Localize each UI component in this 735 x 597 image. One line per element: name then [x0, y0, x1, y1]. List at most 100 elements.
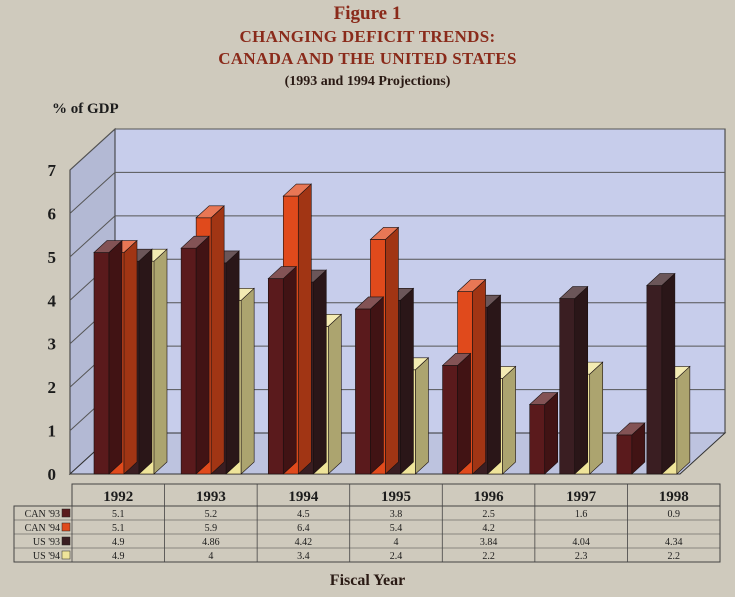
data-label: 3.4: [297, 551, 310, 562]
chart-title-line2: CANADA AND THE UNITED STATES: [218, 49, 517, 68]
bar-top: [646, 273, 676, 286]
y-tick-label: 0: [48, 465, 57, 484]
x-tick-label: 1993: [196, 489, 226, 505]
x-tick-label: 1992: [103, 489, 133, 505]
bar-front: [529, 404, 546, 475]
bar-side: [123, 239, 138, 475]
bar-front: [180, 247, 197, 475]
bar-front: [559, 298, 576, 475]
data-label: 5.2: [205, 509, 218, 520]
bar-side: [225, 250, 240, 475]
legend-swatch: [61, 508, 71, 518]
x-tick-label: 1998: [659, 489, 689, 505]
gridline-side: [69, 128, 116, 171]
bar-side: [153, 248, 168, 475]
bar-top: [282, 183, 313, 197]
bar-side: [544, 391, 559, 475]
bar-top: [616, 422, 646, 436]
data-label: 4.86: [202, 537, 220, 548]
bar-front: [646, 285, 663, 475]
y-tick-label: 6: [48, 204, 57, 223]
y-tick-label: 7: [48, 161, 57, 180]
bar-side: [210, 205, 225, 475]
bar-side: [195, 235, 210, 475]
bar-top: [93, 240, 123, 253]
data-label: 2.2: [667, 551, 680, 562]
data-label: 4.9: [112, 537, 125, 548]
bar-front: [267, 278, 284, 475]
bar-side: [487, 294, 501, 475]
data-label: 0.9: [667, 509, 680, 520]
data-label: 2.5: [482, 509, 495, 520]
bar-side: [502, 365, 516, 475]
y-tick-label: 4: [48, 291, 57, 310]
bar-top: [456, 279, 487, 292]
x-tick-label: 1996: [474, 489, 505, 505]
data-label: 4: [394, 537, 399, 548]
bar-side: [370, 296, 384, 475]
bar-side: [108, 239, 123, 475]
legend-label: US '94: [33, 551, 60, 562]
y-tick-label: 1: [48, 422, 57, 441]
data-label: 2.4: [390, 551, 403, 562]
data-label: 6.4: [297, 523, 310, 534]
bar-top: [369, 227, 400, 240]
bar-side: [589, 361, 604, 475]
data-label: 5.9: [205, 523, 218, 534]
y-axis-label: % of GDP: [52, 101, 119, 117]
chart-header: Figure 1 CHANGING DEFICIT TRENDS: CANADA…: [0, 2, 735, 92]
bar-top: [558, 286, 589, 299]
legend-swatch: [61, 550, 71, 560]
bar-side: [385, 226, 399, 475]
bar-side: [574, 285, 589, 475]
bar-side: [297, 183, 312, 475]
gridline-side: [69, 172, 116, 214]
bar-side: [327, 313, 342, 475]
bar-side: [400, 287, 414, 475]
bar-top: [180, 235, 210, 249]
data-label: 4.04: [572, 537, 590, 548]
bar-front: [93, 252, 110, 475]
bar-side: [661, 272, 676, 475]
data-label: 4.9: [112, 551, 125, 562]
y-tick-label: 2: [48, 378, 57, 397]
data-label: 5.4: [390, 523, 403, 534]
bar-side: [282, 265, 297, 475]
bar-side: [415, 357, 429, 475]
data-label: 4: [208, 551, 213, 562]
data-label: 4.5: [297, 509, 310, 520]
bar-side: [312, 269, 327, 475]
bar-top: [528, 392, 559, 405]
x-tick-label: 1994: [288, 489, 319, 505]
data-label: 5.1: [112, 509, 125, 520]
legend-swatch: [61, 522, 71, 532]
bar-front: [442, 365, 458, 475]
legend-label: CAN '93: [25, 509, 60, 520]
bar-side: [138, 248, 153, 475]
bar-top: [354, 296, 385, 310]
x-tick-label: 1995: [381, 489, 411, 505]
bar-top: [267, 266, 298, 279]
bar-top: [441, 353, 472, 366]
data-label: 4.2: [482, 523, 495, 534]
y-tick-label: 5: [48, 248, 57, 267]
data-label: 2.3: [575, 551, 588, 562]
data-label: 4.34: [665, 537, 683, 548]
data-label: 2.2: [482, 551, 495, 562]
bar-front: [355, 308, 371, 475]
bar-side: [676, 365, 691, 475]
bar-side: [240, 287, 255, 475]
data-label: 3.8: [390, 509, 403, 520]
legend-label: CAN '94: [25, 523, 60, 534]
bar-side: [472, 278, 486, 475]
data-label: 3.84: [480, 537, 498, 548]
legend-label: US '93: [33, 537, 60, 548]
data-label: 4.42: [295, 537, 313, 548]
chart-subtitle: (1993 and 1994 Projections): [284, 74, 451, 89]
x-axis-label: Fiscal Year: [329, 572, 406, 589]
x-tick-label: 1997: [566, 489, 597, 505]
bar-side: [457, 352, 471, 475]
data-label: 1.6: [575, 509, 588, 520]
bar-top: [195, 205, 225, 219]
